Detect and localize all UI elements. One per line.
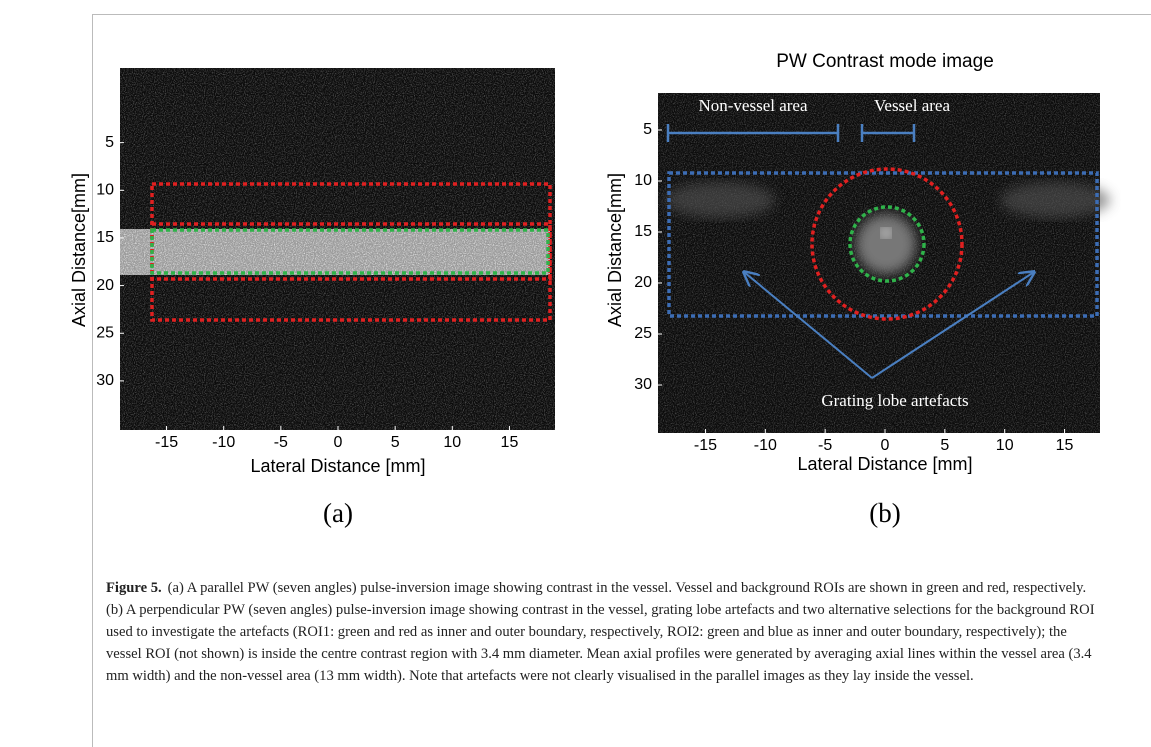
x-tick-label: 5: [391, 434, 400, 451]
y-tick-label: 25: [96, 324, 114, 341]
y-tick-label: 15: [96, 229, 114, 246]
y-tick-label: 20: [96, 277, 114, 294]
x-tick-label: 5: [940, 437, 949, 454]
x-tick-label: 0: [334, 434, 343, 451]
x-axis-label: Lateral Distance [mm]: [797, 454, 972, 474]
x-tick-label: -10: [754, 437, 777, 454]
panel-title: PW Contrast mode image: [776, 51, 994, 72]
x-tick-label: -10: [212, 434, 235, 451]
y-tick-label: 20: [634, 274, 652, 291]
image-b: [658, 93, 1110, 433]
y-tick-label: 30: [96, 372, 114, 389]
y-tick-label: 5: [643, 121, 652, 138]
x-tick-label: 10: [996, 437, 1014, 454]
y-tick-label: 15: [634, 223, 652, 240]
y-tick-label: 25: [634, 325, 652, 342]
x-tick-label: -15: [155, 434, 178, 451]
panel-label: (a): [323, 498, 353, 528]
x-tick-label: -15: [694, 437, 717, 454]
y-tick-label: 10: [634, 172, 652, 189]
annotation: Grating lobe artefacts: [821, 391, 968, 410]
x-tick-label: 0: [881, 437, 890, 454]
figure-frame: [92, 14, 1151, 747]
panel-label: (b): [869, 498, 900, 528]
x-tick-label: -5: [818, 437, 832, 454]
x-tick-label: 15: [501, 434, 519, 451]
y-axis-label: Axial Distance[mm]: [605, 173, 625, 327]
y-tick-label: 30: [634, 376, 652, 393]
y-axis-label: Axial Distance[mm]: [69, 173, 89, 327]
x-tick-label: 15: [1056, 437, 1074, 454]
annotation: Non-vessel area: [698, 96, 807, 115]
x-axis-label: Lateral Distance [mm]: [250, 456, 425, 476]
caption-label: Figure 5.: [106, 580, 162, 596]
y-tick-label: 10: [96, 182, 114, 199]
annotation: Vessel area: [874, 96, 950, 115]
caption-text: (a) A parallel PW (seven angles) pulse-i…: [106, 580, 1095, 684]
image-a: [120, 68, 555, 430]
y-tick-label: 5: [105, 134, 114, 151]
x-tick-label: -5: [274, 434, 288, 451]
x-tick-label: 10: [443, 434, 461, 451]
figure: -15 -10 -5 0 5 10 15 5 10 15 20 25 30 Lateral Distanc…: [69, 51, 1110, 528]
caption: Figure 5. (a) A parallel PW (seven angles…: [106, 577, 1096, 687]
